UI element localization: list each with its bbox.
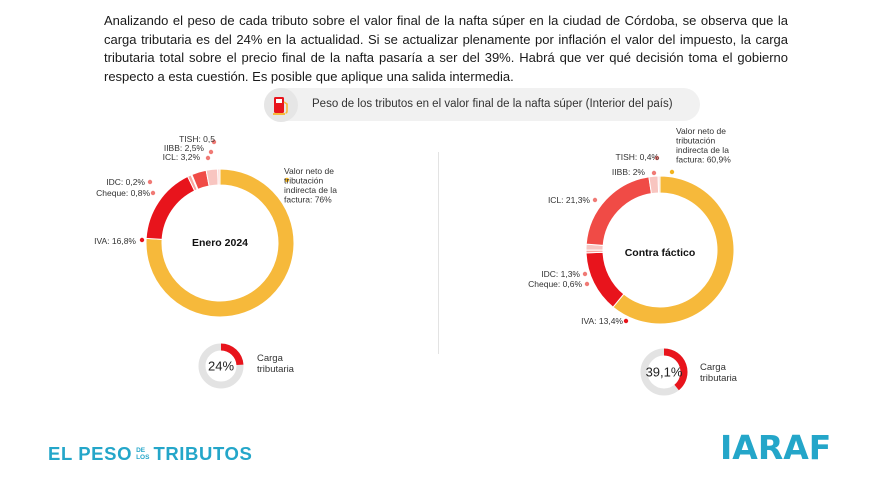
iaraf-logo: IARAF xyxy=(720,428,832,467)
slice-label-iva: IVA: 13,4% xyxy=(581,316,623,326)
leader-dot-cheque xyxy=(150,190,156,196)
intro-paragraph: Analizando el peso de cada tributo sobre… xyxy=(104,13,788,84)
donut-slice-neto xyxy=(612,175,735,325)
donut-slice-tish xyxy=(217,168,221,186)
brand-left-small-bottom: LOS xyxy=(136,454,150,461)
leader-dot-tish xyxy=(211,139,217,145)
leader-dot-icl xyxy=(205,155,211,161)
gauge-fill xyxy=(221,343,244,366)
leader-dot-neto xyxy=(284,177,290,183)
leader-dot-iibb xyxy=(651,170,657,176)
slice-label-iibb: IIBB: 2,5% xyxy=(164,143,205,153)
gauge-label: Carga tributaria xyxy=(700,362,738,384)
leader-dot-idc xyxy=(147,179,153,185)
brand-left-small-top: DE xyxy=(136,447,146,454)
gauge-fill xyxy=(664,348,688,391)
slice-label-iibb: IIBB: 2% xyxy=(612,167,646,177)
leader-dot-cheque xyxy=(584,281,590,287)
brand-left-small: DE LOS xyxy=(136,447,149,461)
slice-label-icl: ICL: 3,2% xyxy=(163,152,201,162)
slice-label-icl: ICL: 21,3% xyxy=(548,195,590,205)
leader-dot-iva xyxy=(623,318,629,324)
slice-label-cheque: Cheque: 0,8% xyxy=(96,188,150,198)
donut-center-label: Enero 2024 xyxy=(192,237,248,249)
gauge-label: Carga tributaria xyxy=(257,353,295,375)
slice-label-idc: IDC: 1,3% xyxy=(541,269,580,279)
slice-label-tish: TISH: 0,5 xyxy=(179,134,215,144)
gauge-value: 39,1% xyxy=(646,365,683,380)
slice-label-iva: IVA: 16,8% xyxy=(94,236,136,246)
leader-dot-idc xyxy=(582,271,588,277)
donut-slice-neto xyxy=(145,168,295,318)
leader-dot-tish xyxy=(654,155,660,161)
donut-slice-iva xyxy=(585,251,625,308)
slice-label-idc: IDC: 0,2% xyxy=(106,177,145,187)
gauge-value: 24% xyxy=(208,359,234,374)
donut-slice-iva xyxy=(145,175,196,240)
leader-dot-icl xyxy=(592,197,598,203)
chart-divider xyxy=(438,152,439,354)
section-title-pill xyxy=(264,88,700,121)
slice-label-tish: TISH: 0,4% xyxy=(616,152,660,162)
leader-dot-neto xyxy=(669,169,675,175)
donut-slice-tish xyxy=(657,175,661,194)
donut-center-label: Contra fáctico xyxy=(625,247,696,259)
slice-label-neto: Valor neto de tributación indirecta de la f… xyxy=(676,126,731,165)
brand-el-peso-de-los-tributos: EL PESO DE LOS TRIBUTOS xyxy=(48,443,252,465)
fuel-pump-icon xyxy=(264,88,298,122)
section-title: Peso de los tributos en el valor final d… xyxy=(312,98,673,110)
slice-label-cheque: Cheque: 0,6% xyxy=(528,279,582,289)
slice-label-neto: Valor neto de tributación indirecta de la f… xyxy=(284,166,337,205)
brand-left-part1: EL PESO xyxy=(48,443,133,464)
leader-dot-iibb xyxy=(208,149,214,155)
donut-slice-icl xyxy=(585,176,652,246)
leader-dot-iva xyxy=(139,237,145,243)
brand-left-part2: TRIBUTOS xyxy=(153,443,253,464)
